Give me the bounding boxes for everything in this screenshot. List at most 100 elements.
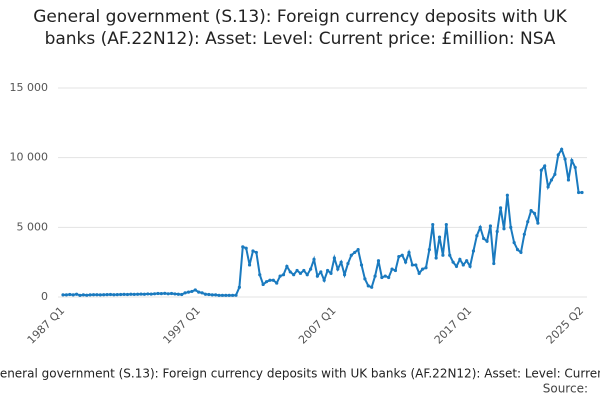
point xyxy=(292,273,296,277)
point xyxy=(451,260,455,264)
point xyxy=(478,225,482,229)
point xyxy=(108,292,113,297)
point xyxy=(454,264,459,268)
point xyxy=(556,153,560,157)
point xyxy=(505,193,509,197)
point xyxy=(390,267,394,271)
point xyxy=(166,292,170,296)
point xyxy=(349,253,353,257)
point xyxy=(332,256,336,260)
point xyxy=(203,292,208,296)
point xyxy=(475,234,479,238)
point xyxy=(312,257,316,261)
point xyxy=(156,291,160,296)
point xyxy=(227,293,231,297)
point xyxy=(305,273,309,277)
point xyxy=(444,222,448,227)
point xyxy=(468,264,472,268)
point xyxy=(529,209,533,213)
point xyxy=(427,248,431,252)
point xyxy=(261,282,265,287)
point xyxy=(400,253,404,257)
point xyxy=(336,267,340,271)
point xyxy=(309,267,313,271)
point xyxy=(549,178,554,182)
point xyxy=(207,292,211,297)
point xyxy=(81,293,85,297)
point xyxy=(85,293,89,297)
point xyxy=(247,263,252,267)
x-tick-label: 1997 Q1 xyxy=(160,304,203,347)
point xyxy=(577,190,581,195)
point xyxy=(268,278,272,282)
point xyxy=(522,232,526,236)
point xyxy=(125,292,130,297)
point xyxy=(410,263,414,267)
point xyxy=(526,220,530,224)
point xyxy=(543,164,547,168)
point xyxy=(329,271,333,275)
point xyxy=(88,293,92,297)
point xyxy=(461,263,465,267)
point xyxy=(244,246,248,250)
point xyxy=(217,293,221,297)
point xyxy=(173,292,177,296)
point xyxy=(342,273,347,277)
point xyxy=(285,264,289,268)
point xyxy=(387,275,391,280)
point xyxy=(471,249,476,253)
point xyxy=(241,245,245,249)
point xyxy=(485,239,489,243)
point xyxy=(536,221,540,225)
point xyxy=(146,292,150,296)
caption: General government (S.13): Foreign curre… xyxy=(0,367,600,381)
point xyxy=(366,284,370,288)
point xyxy=(119,292,123,297)
y-tick-label: 0 xyxy=(41,290,48,303)
point xyxy=(169,291,174,296)
point xyxy=(495,229,499,234)
point xyxy=(376,259,381,263)
point xyxy=(325,268,330,273)
point xyxy=(420,267,425,271)
point xyxy=(539,168,543,172)
point xyxy=(580,190,584,195)
point xyxy=(353,250,357,255)
point xyxy=(132,292,136,296)
point xyxy=(315,274,320,278)
point xyxy=(498,206,503,210)
point xyxy=(492,261,496,266)
point xyxy=(441,253,445,257)
point xyxy=(91,293,96,297)
point xyxy=(278,274,282,278)
point xyxy=(448,253,452,257)
x-tick-label: 2017 Q1 xyxy=(432,304,475,347)
point xyxy=(159,292,163,296)
point xyxy=(515,248,520,252)
point xyxy=(288,270,292,274)
point xyxy=(437,235,442,239)
point xyxy=(61,293,65,297)
point xyxy=(258,273,262,277)
point xyxy=(370,285,374,289)
point xyxy=(465,259,469,263)
point xyxy=(502,227,506,231)
point xyxy=(383,274,387,278)
point xyxy=(414,263,418,267)
point xyxy=(264,280,269,284)
point xyxy=(363,277,367,281)
point xyxy=(237,285,241,289)
point xyxy=(251,249,255,253)
series-line xyxy=(63,146,582,297)
x-tick-label: 1987 Q1 xyxy=(25,304,68,347)
point xyxy=(275,281,279,285)
point xyxy=(149,292,153,296)
source: Source: xyxy=(543,382,588,396)
point xyxy=(431,222,435,227)
point xyxy=(129,292,133,296)
point xyxy=(546,185,550,189)
point xyxy=(102,293,106,297)
point xyxy=(298,271,303,275)
